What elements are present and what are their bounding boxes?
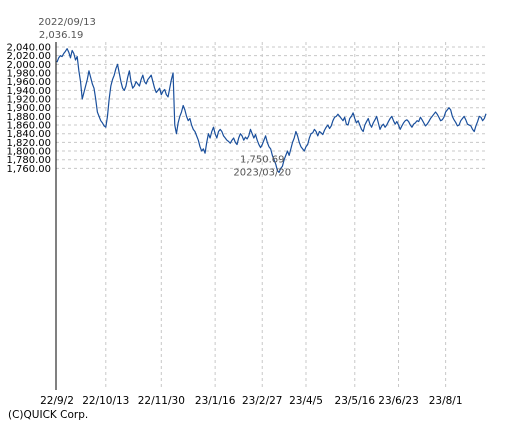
- low-value-label: 1,750.69: [240, 155, 285, 166]
- x-tick-label: 23/5/16: [335, 395, 376, 407]
- y-tick-label: 1,980.00: [6, 69, 51, 80]
- y-tick-label: 2,000.00: [6, 60, 51, 71]
- y-axis-tick-labels: 1,760.001,780.001,800.001,820.001,840.00…: [6, 43, 51, 175]
- grid-lines: [56, 42, 487, 390]
- x-tick-label: 23/4/5: [289, 395, 323, 407]
- x-tick-label: 23/1/16: [195, 395, 236, 407]
- y-tick-label: 1,940.00: [6, 86, 51, 97]
- x-tick-label: 22/11/30: [138, 395, 185, 407]
- copyright-text: (C)QUICK Corp.: [8, 409, 88, 421]
- y-tick-label: 1,820.00: [6, 138, 51, 149]
- y-tick-label: 1,900.00: [6, 103, 51, 114]
- high-value-label: 2,036.19: [39, 30, 84, 41]
- y-tick-label: 2,040.00: [6, 43, 51, 54]
- series-line: [56, 48, 487, 174]
- y-tick-label: 1,960.00: [6, 77, 51, 88]
- y-tick-label: 1,840.00: [6, 129, 51, 140]
- x-tick-label: 22/10/13: [82, 395, 129, 407]
- low-date-label: 2023/03/20: [233, 168, 291, 179]
- x-tick-label: 22/9/2: [40, 395, 74, 407]
- y-tick-label: 1,880.00: [6, 112, 51, 123]
- y-tick-label: 1,920.00: [6, 95, 51, 106]
- y-tick-label: 1,760.00: [6, 164, 51, 175]
- x-tick-label: 23/6/23: [378, 395, 418, 407]
- high-date-label: 2022/09/13: [38, 17, 96, 28]
- y-tick-label: 1,800.00: [6, 147, 51, 158]
- y-tick-label: 1,780.00: [6, 155, 51, 166]
- x-tick-label: 23/8/1: [429, 395, 463, 407]
- y-tick-label: 2,020.00: [6, 51, 51, 62]
- x-tick-label: 23/2/27: [242, 395, 282, 407]
- x-axis-tick-labels: 22/9/2 22/10/13 22/11/30 23/1/16 23/2/27 23/4…: [40, 395, 462, 407]
- y-tick-label: 1,860.00: [6, 121, 51, 132]
